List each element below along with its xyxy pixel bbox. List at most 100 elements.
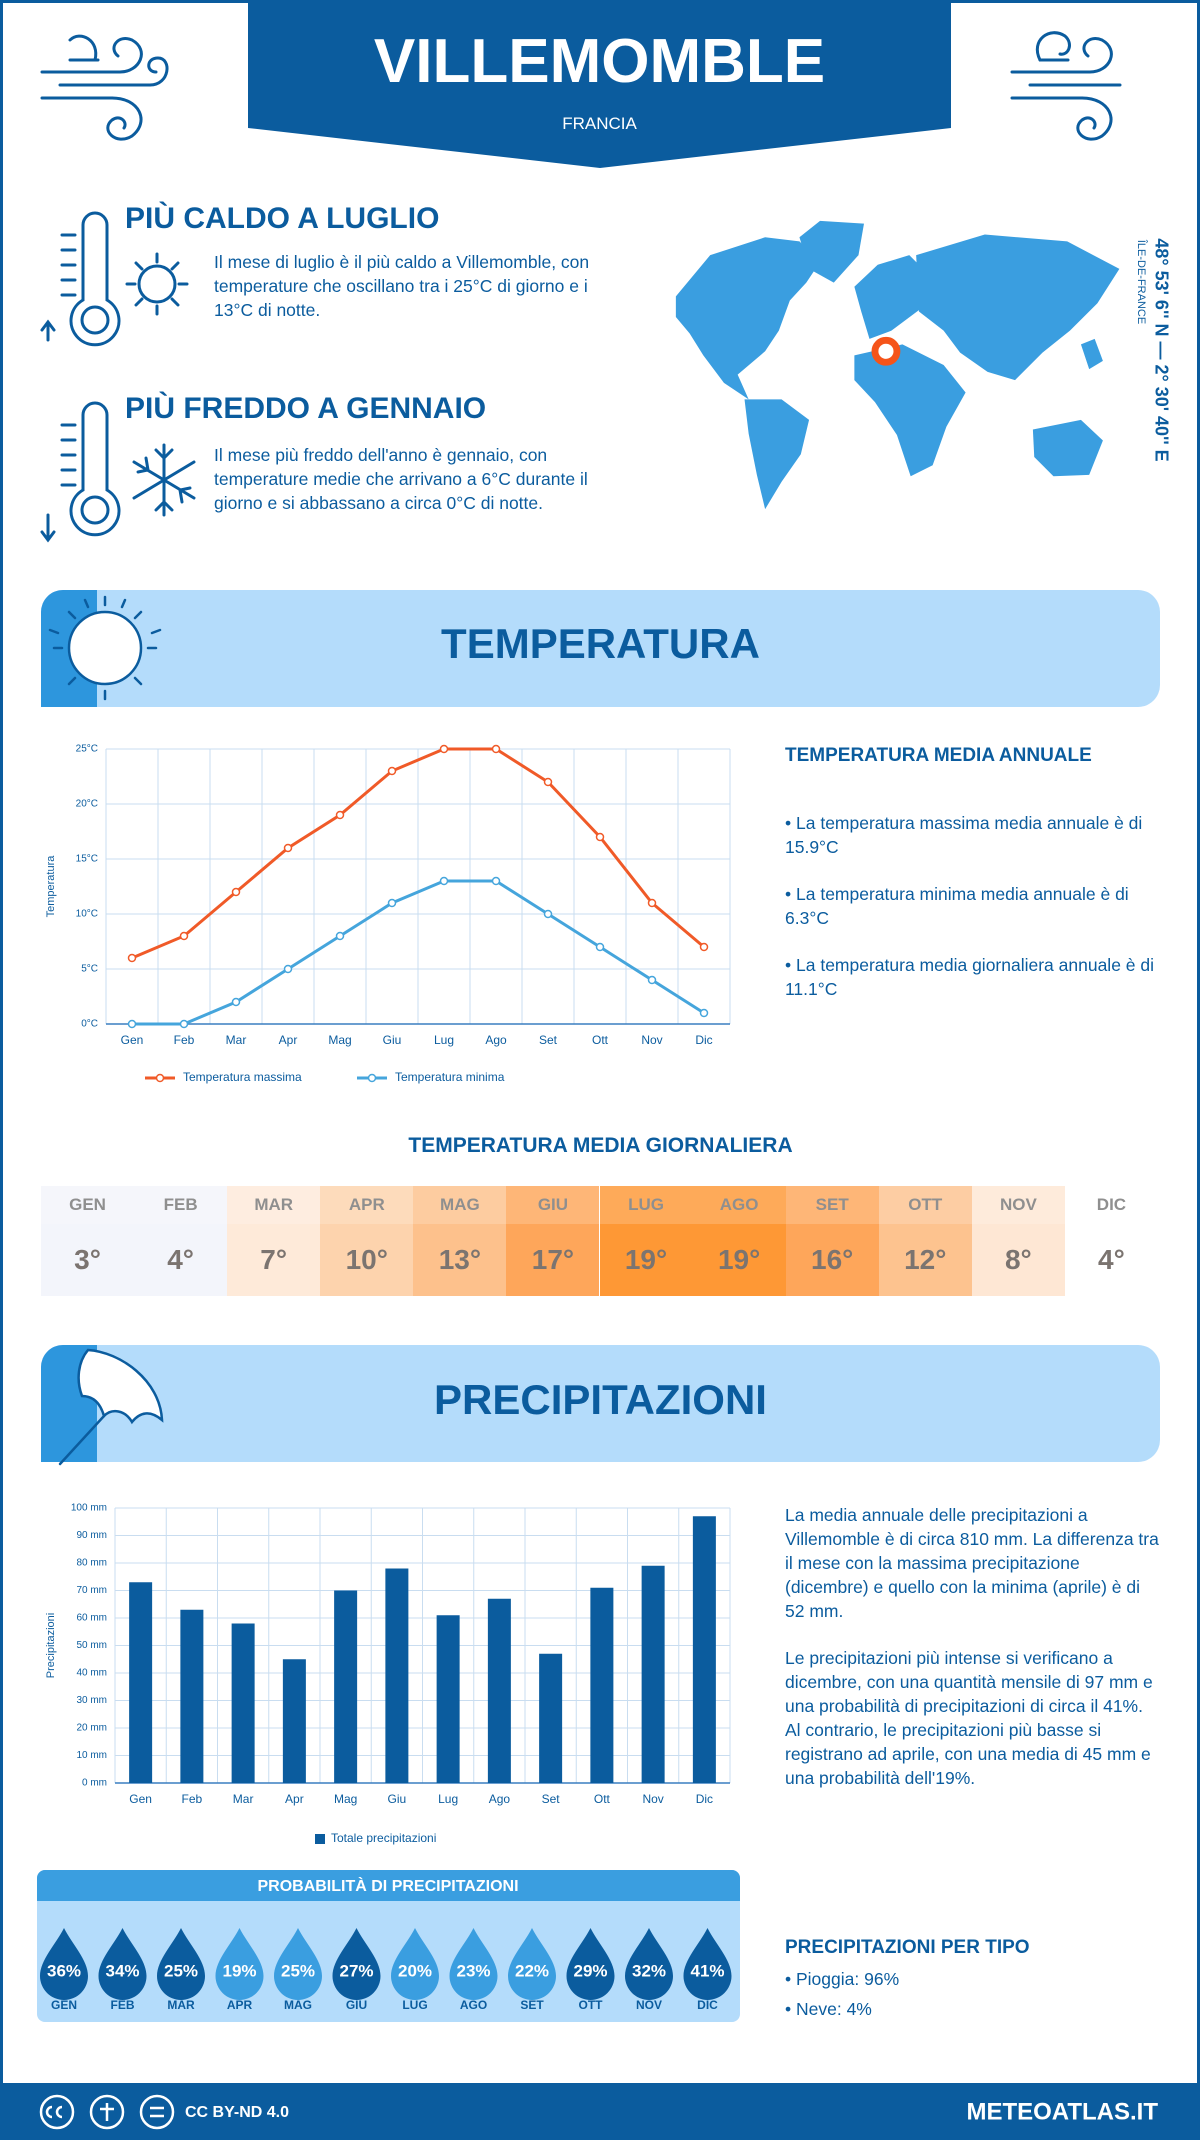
region: ÎLE-DE-FRANCE xyxy=(1135,239,1148,324)
y-axis-label: Precipitazioni xyxy=(45,1613,57,1678)
point xyxy=(283,843,293,853)
precip-banner xyxy=(41,1345,1160,1466)
legend-swatch xyxy=(315,1834,325,1844)
y-tick-label: 0 mm xyxy=(82,1778,107,1789)
city-title: VILLEMOMBLE xyxy=(373,27,826,96)
bar xyxy=(692,1516,716,1783)
x-tick-label: Dic xyxy=(696,1792,713,1806)
bar xyxy=(539,1653,563,1783)
y-tick-label: 60 mm xyxy=(76,1613,107,1624)
drop-value: 23% xyxy=(456,1961,490,1980)
drop-month: MAG xyxy=(284,1998,312,2012)
line xyxy=(131,747,705,960)
type-item: • Pioggia: 96% xyxy=(785,1969,900,1989)
x-tick-label: Giu xyxy=(388,1792,407,1806)
drop-value: 20% xyxy=(398,1961,432,1980)
point xyxy=(699,1008,709,1018)
daily-value: 8° xyxy=(1004,1244,1032,1275)
drop-month: NOV xyxy=(636,1998,662,2012)
daily-month: GEN xyxy=(41,1186,135,1224)
point xyxy=(231,887,241,897)
x-tick-label: Ago xyxy=(485,1033,507,1047)
annual-item: • La temperatura massima media annuale è… xyxy=(785,813,1143,857)
daily-cell: OTT 12° xyxy=(878,1186,972,1296)
annual-list: • La temperatura massima media annuale è… xyxy=(785,811,1160,1024)
x-tick-label: Gen xyxy=(121,1033,144,1047)
daily-cell: GIU 17° xyxy=(506,1186,600,1296)
license: CC BY-ND 4.0 xyxy=(185,2104,289,2121)
bar xyxy=(334,1590,358,1783)
point xyxy=(283,964,293,974)
daily-cell: MAG 13° xyxy=(413,1186,507,1296)
x-tick-label: Ott xyxy=(594,1792,611,1806)
bar xyxy=(231,1623,255,1783)
annual-item-text: La temperatura media giornaliera annuale… xyxy=(785,955,1155,999)
drop-value: 36% xyxy=(47,1961,81,1980)
temperature-chart: 0°C 5°C 10°C 15°C 20°C 25°C Temperatura Gen Feb M… xyxy=(45,744,731,1084)
point xyxy=(179,1019,189,1029)
x-tick-label: Mar xyxy=(233,1792,254,1806)
point xyxy=(179,931,189,941)
x-tick-label: Lug xyxy=(434,1033,454,1047)
daily-cell: MAR 7° xyxy=(227,1186,321,1296)
coldest-title: PIÙ FREDDO A GENNAIO xyxy=(125,392,487,425)
drop xyxy=(98,1928,147,2000)
legend-label: Temperatura massima xyxy=(183,1070,302,1084)
point xyxy=(647,975,657,985)
header-banner xyxy=(248,0,951,168)
annual-item: • La temperatura minima media annuale è … xyxy=(785,884,1129,928)
point xyxy=(387,898,397,908)
bar xyxy=(282,1659,306,1783)
drop-value: 25% xyxy=(281,1961,315,1980)
header-graphics: 48° 53' 6'' N — 2° 30' 40'' E ÎLE-DE-FRA… xyxy=(40,0,1171,543)
cold-icon xyxy=(40,401,196,543)
site: METEOATLAS.IT xyxy=(966,2098,1158,2125)
daily-value: 3° xyxy=(74,1244,101,1275)
daily-value: 12° xyxy=(904,1244,947,1275)
daily-value: 4° xyxy=(167,1244,194,1275)
y-tick-label: 50 mm xyxy=(76,1640,107,1651)
x-tick-label: Feb xyxy=(174,1033,195,1047)
type-item: • Neve: 4% xyxy=(785,1999,872,2019)
annual-item-text: La temperatura massima media annuale è d… xyxy=(785,813,1143,857)
bar xyxy=(590,1587,614,1783)
daily-month: LUG xyxy=(599,1186,693,1224)
annual-title: TEMPERATURA MEDIA ANNUALE xyxy=(785,745,1092,766)
point xyxy=(543,909,553,919)
precip-text-2: Le precipitazioni più intense si verific… xyxy=(785,1648,1153,1788)
x-tick-label: Nov xyxy=(641,1033,662,1047)
x-tick-label: Mag xyxy=(334,1792,357,1806)
drop-month: SET xyxy=(520,1998,544,2012)
daily-month: MAG xyxy=(413,1186,507,1224)
daily-cell: AGO 19° xyxy=(692,1186,786,1296)
hottest-title: PIÙ CALDO A LUGLIO xyxy=(125,202,440,235)
y-tick-label: 20 mm xyxy=(76,1723,107,1734)
drop-month: AGO xyxy=(460,1998,487,2012)
drop xyxy=(274,1928,322,2000)
annual-item: • La temperatura media giornaliera annua… xyxy=(785,955,1155,999)
daily-title: TEMPERATURA MEDIA GIORNALIERA xyxy=(408,1134,793,1157)
daily-month: APR xyxy=(320,1186,414,1224)
x-tick-label: Mag xyxy=(328,1033,351,1047)
drop-month: FEB xyxy=(111,1998,135,2012)
country: FRANCIA xyxy=(562,114,637,133)
drop-month: GIU xyxy=(346,1998,367,2012)
daily-value: 7° xyxy=(260,1244,288,1275)
y-tick-label: 25°C xyxy=(76,744,98,755)
hottest-text: Il mese di luglio è il più caldo a Ville… xyxy=(214,252,590,320)
coldest-text: Il mese più freddo dell'anno è gennaio, … xyxy=(214,445,588,513)
x-tick-label: Ago xyxy=(489,1792,511,1806)
daily-month: FEB xyxy=(134,1186,228,1224)
legend-label: Totale precipitazioni xyxy=(331,1831,436,1845)
daily-month: NOV xyxy=(971,1186,1065,1224)
x-tick-label: Mar xyxy=(226,1033,247,1047)
temp-banner xyxy=(41,590,1160,707)
y-tick-label: 5°C xyxy=(81,964,98,975)
drop-month: GEN xyxy=(51,1998,77,2012)
drop-value: 22% xyxy=(515,1961,549,1980)
daily-value: 10° xyxy=(345,1244,388,1275)
precip-text-1: La media annuale delle precipitazioni a … xyxy=(785,1505,1159,1621)
point xyxy=(595,942,605,952)
y-tick-label: 100 mm xyxy=(71,1503,107,1514)
